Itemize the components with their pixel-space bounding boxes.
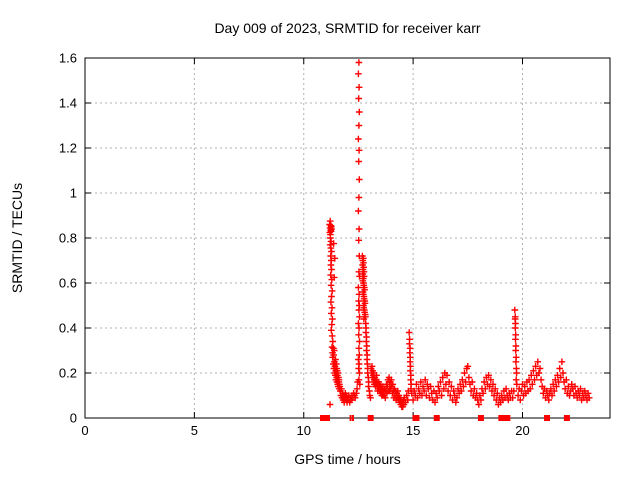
zero-value-marker xyxy=(349,415,352,421)
zero-value-marker xyxy=(351,415,354,421)
zero-value-marker xyxy=(544,415,550,421)
y-axis-title: SRMTID / TECUs xyxy=(9,182,25,294)
x-axis-title: GPS time / hours xyxy=(294,451,401,467)
y-tick-label: 0.2 xyxy=(59,366,77,381)
y-tick-label: 1 xyxy=(70,186,77,201)
x-tick-label: 15 xyxy=(406,423,420,438)
y-tick-label: 1.4 xyxy=(59,96,77,111)
data-points-SRMTID xyxy=(326,59,593,411)
x-tick-label: 20 xyxy=(515,423,529,438)
y-tick-label: 0.6 xyxy=(59,276,77,291)
y-tick-label: 0.4 xyxy=(59,321,77,336)
zero-value-marker xyxy=(412,415,420,421)
chart-title: Day 009 of 2023, SRMTID for receiver kar… xyxy=(214,20,481,36)
y-tick-label: 0 xyxy=(70,411,77,426)
zero-value-marker xyxy=(477,415,484,421)
x-tick-label: 10 xyxy=(297,423,311,438)
zero-value-marker xyxy=(498,415,511,421)
x-tick-label: 5 xyxy=(191,423,198,438)
y-tick-label: 1.2 xyxy=(59,141,77,156)
zero-value-marker xyxy=(367,415,374,421)
y-tick-label: 1.6 xyxy=(59,51,77,66)
zero-value-marker xyxy=(319,415,330,421)
zero-value-marker xyxy=(563,415,570,421)
zero-value-marker xyxy=(433,415,440,421)
y-tick-label: 0.8 xyxy=(59,231,77,246)
x-tick-label: 0 xyxy=(81,423,88,438)
